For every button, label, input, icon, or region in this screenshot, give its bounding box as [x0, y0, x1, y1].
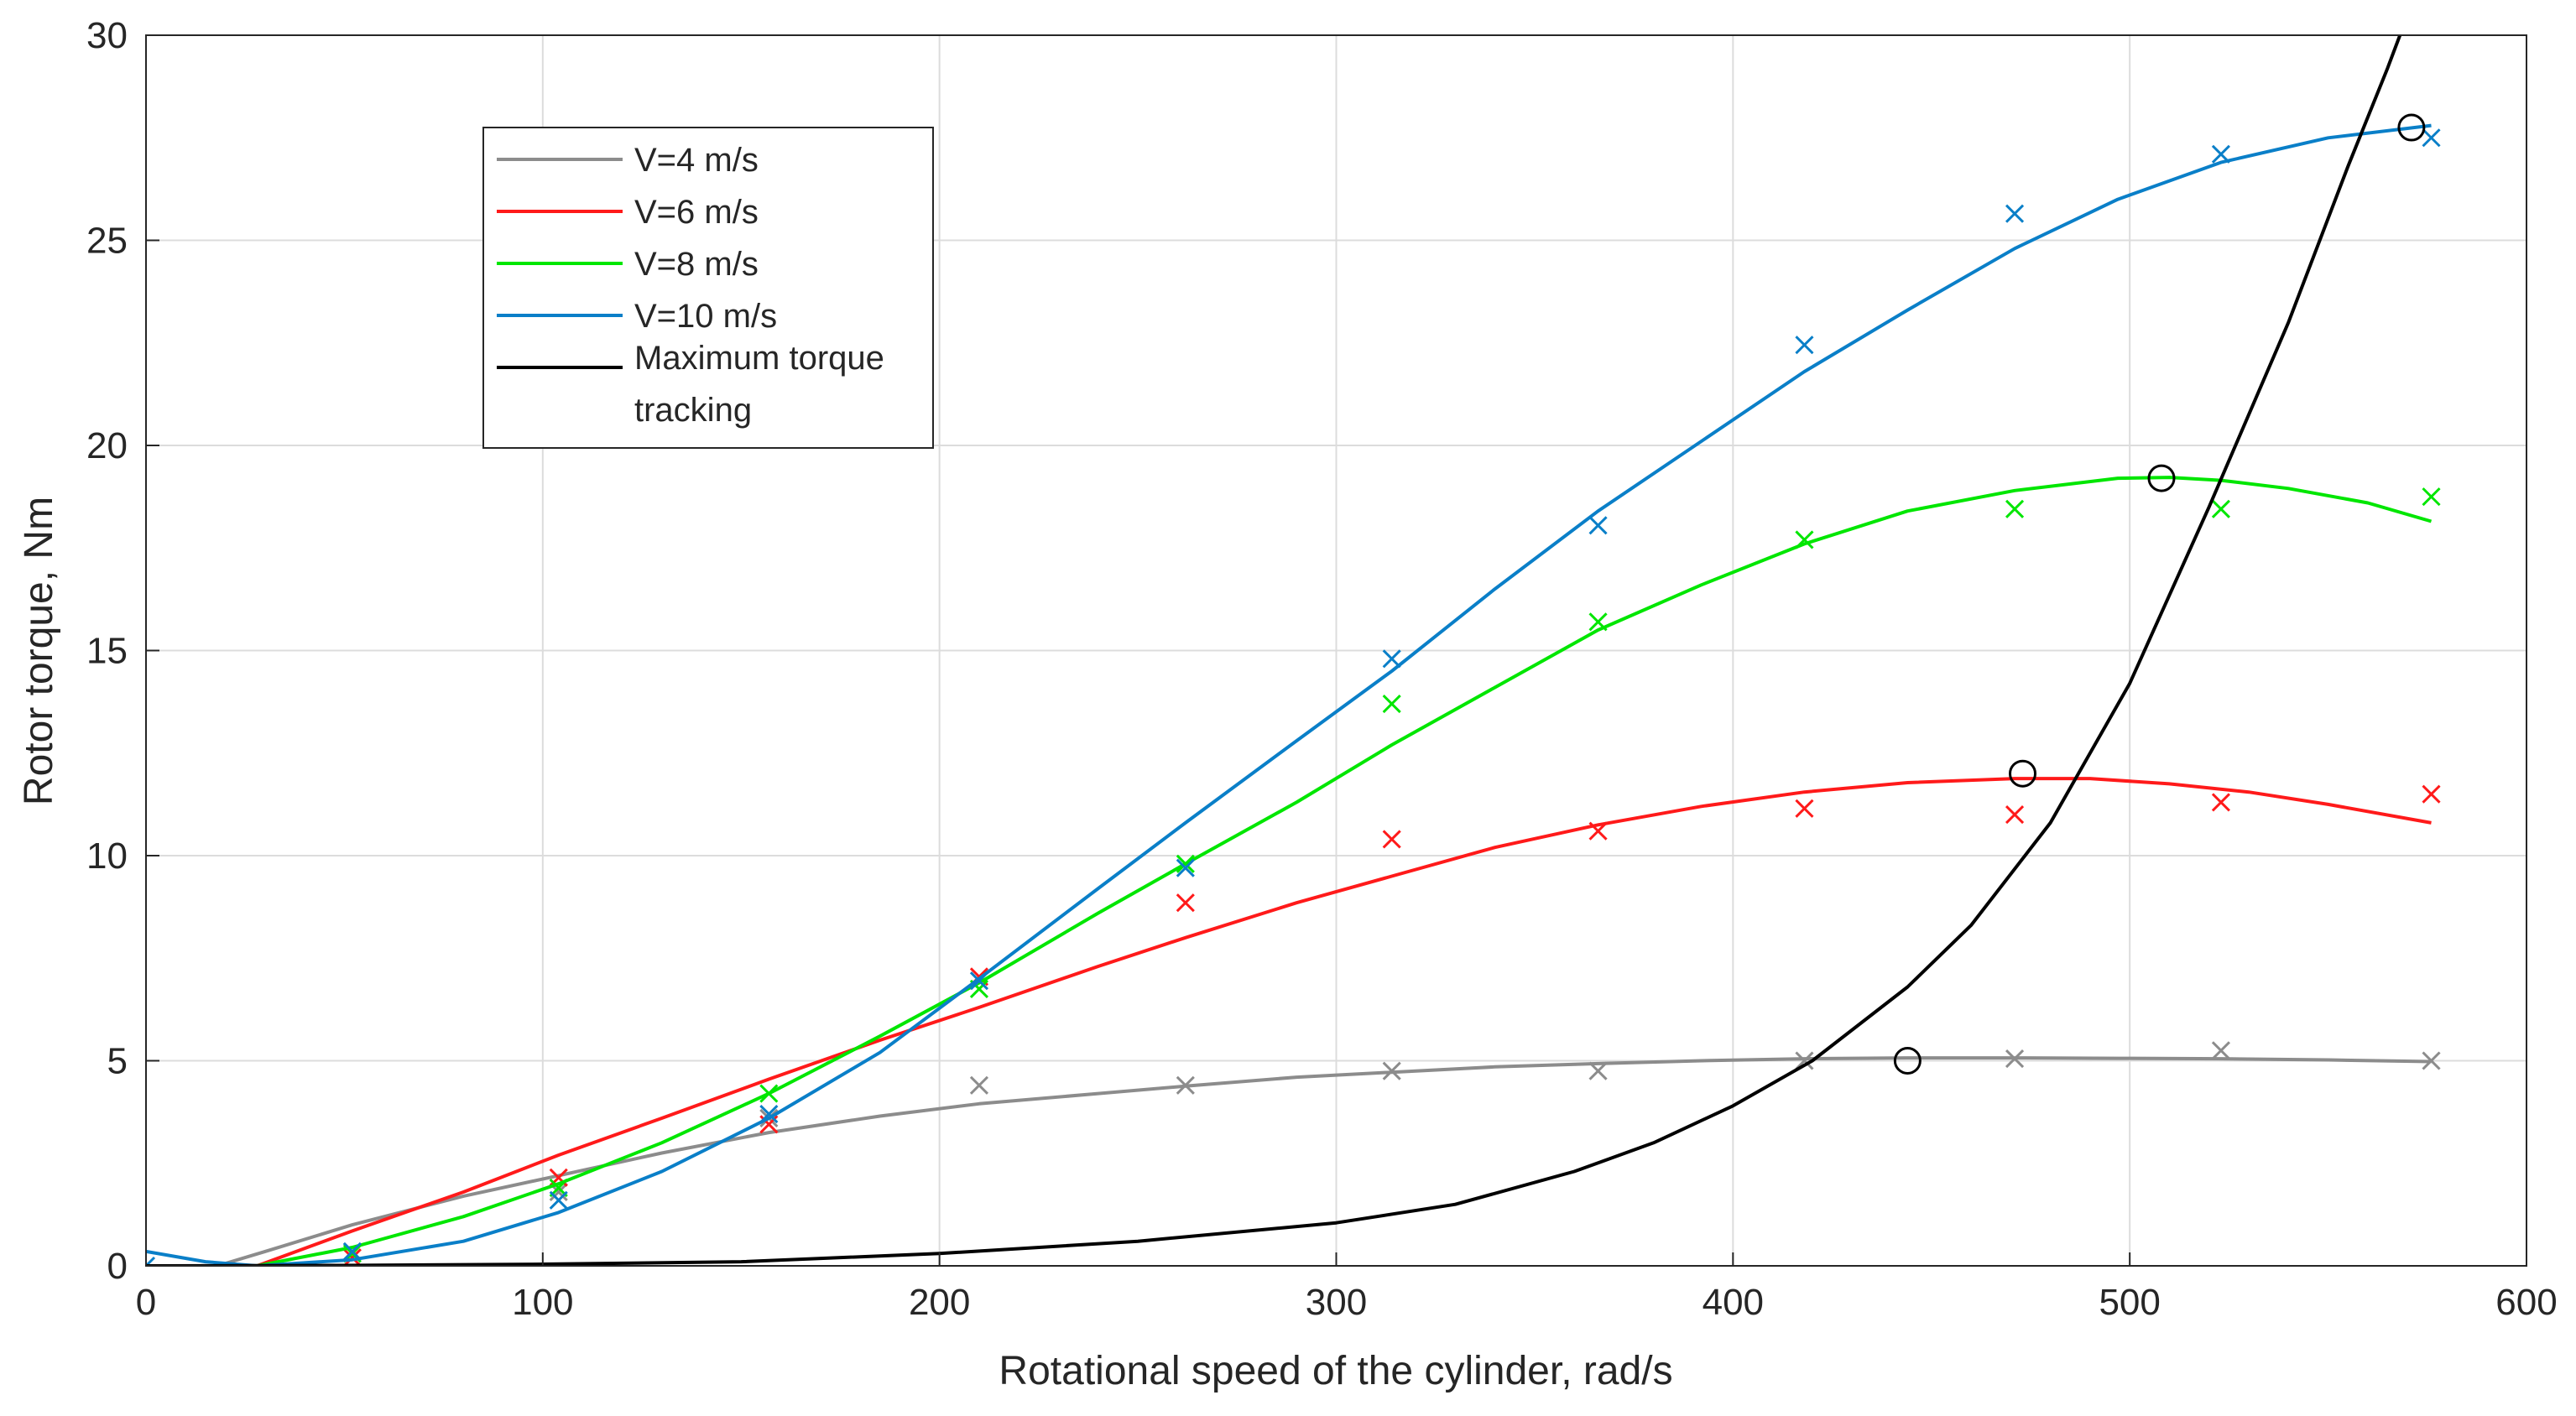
fit-line-v-10-m-s — [146, 123, 2432, 1266]
x-tick-label: 500 — [2099, 1282, 2160, 1323]
marker-v-4-m-s — [2211, 1041, 2230, 1060]
optimum-point-marker — [2397, 113, 2426, 142]
optimum-point-marker — [2009, 759, 2037, 788]
series-v-10-m-s — [146, 123, 2441, 1266]
series-v-4-m-s — [216, 1041, 2441, 1266]
marker-v-4-m-s — [1795, 1051, 1814, 1070]
marker-v-6-m-s — [1382, 830, 1401, 849]
marker-v-10-m-s — [969, 971, 989, 991]
x-tick-label: 300 — [1306, 1282, 1367, 1323]
marker-v-4-m-s — [2422, 1051, 2441, 1070]
optimum-point-marker — [2147, 464, 2176, 492]
marker-v-10-m-s — [2211, 144, 2230, 164]
marker-v-6-m-s — [2211, 793, 2230, 812]
marker-v-8-m-s — [2422, 487, 2441, 507]
fit-line-v-8-m-s — [257, 476, 2433, 1266]
series-v-8-m-s — [257, 476, 2441, 1266]
y-axis-label: Rotor torque, Nm — [17, 497, 61, 805]
legend-box — [482, 127, 934, 449]
marker-v-4-m-s — [1176, 1075, 1195, 1095]
marker-v-6-m-s — [1176, 893, 1195, 913]
marker-v-6-m-s — [342, 1248, 362, 1266]
x-tick-label: 600 — [2495, 1282, 2557, 1323]
y-tick-label: 5 — [107, 1041, 128, 1082]
legend-label-maximum-torque-tracking: Maximum torque tracking — [634, 340, 884, 429]
legend: V=4 m/s V=6 m/s V=8 m/s V=10 m/s Maximum tor… — [482, 127, 934, 449]
marker-v-4-m-s — [1588, 1061, 1608, 1080]
y-tick-label: 0 — [107, 1246, 128, 1287]
marker-v-10-m-s — [2005, 204, 2025, 223]
fit-line-v-4-m-s — [216, 1056, 2432, 1266]
marker-v-8-m-s — [2005, 499, 2025, 518]
marker-v-8-m-s — [1795, 530, 1814, 549]
marker-v-10-m-s — [759, 1105, 779, 1124]
legend-label-v-10-m-s: V=10 m/s — [634, 298, 777, 335]
optimum-points — [1893, 113, 2426, 1075]
marker-v-10-m-s — [1588, 516, 1608, 535]
marker-v-10-m-s — [146, 1256, 156, 1266]
marker-v-10-m-s — [1382, 649, 1401, 669]
marker-v-10-m-s — [1176, 858, 1195, 877]
marker-v-10-m-s — [2422, 128, 2441, 148]
legend-label-v-4-m-s: V=4 m/s — [634, 142, 759, 179]
marker-v-8-m-s — [1588, 612, 1608, 632]
x-tick-label: 400 — [1703, 1282, 1764, 1323]
marker-v-10-m-s — [549, 1190, 568, 1210]
legend-label-v-6-m-s: V=6 m/s — [634, 194, 759, 231]
marker-v-8-m-s — [1382, 695, 1401, 714]
y-tick-label: 25 — [86, 221, 128, 262]
marker-v-8-m-s — [759, 1084, 779, 1103]
legend-label-v-8-m-s: V=8 m/s — [634, 246, 759, 283]
marker-v-10-m-s — [1795, 336, 1814, 355]
x-tick-label: 100 — [512, 1282, 573, 1323]
axis-ticks: 0 100 200 300 400 500 600 0 5 10 15 20 25 30 — [86, 15, 2558, 1323]
fit-line-v-6-m-s — [256, 777, 2432, 1266]
y-tick-label: 10 — [86, 836, 128, 877]
series-maximum-torque-tracking — [146, 35, 2402, 1266]
y-tick-label: 30 — [86, 15, 128, 56]
marker-v-6-m-s — [2422, 784, 2441, 804]
marker-v-10-m-s — [342, 1242, 362, 1261]
x-tick-label: 200 — [909, 1282, 970, 1323]
marker-v-6-m-s — [1795, 799, 1814, 818]
optimum-point-marker — [1893, 1047, 1922, 1075]
marker-v-6-m-s — [1588, 821, 1608, 841]
marker-v-4-m-s — [2005, 1049, 2025, 1069]
y-tick-label: 20 — [86, 425, 128, 466]
series-layer — [146, 35, 2441, 1266]
x-axis-label: Rotational speed of the cylinder, rad/s — [999, 1349, 1672, 1393]
marker-v-8-m-s — [1176, 854, 1195, 873]
fit-line-maximum-torque-tracking — [146, 35, 2402, 1266]
x-tick-label: 0 — [136, 1282, 156, 1323]
marker-v-6-m-s — [2005, 805, 2025, 825]
marker-v-4-m-s — [1382, 1061, 1401, 1080]
marker-v-8-m-s — [2211, 499, 2230, 518]
y-tick-label: 15 — [86, 631, 128, 672]
marker-v-4-m-s — [969, 1075, 989, 1095]
series-v-6-m-s — [256, 777, 2441, 1266]
